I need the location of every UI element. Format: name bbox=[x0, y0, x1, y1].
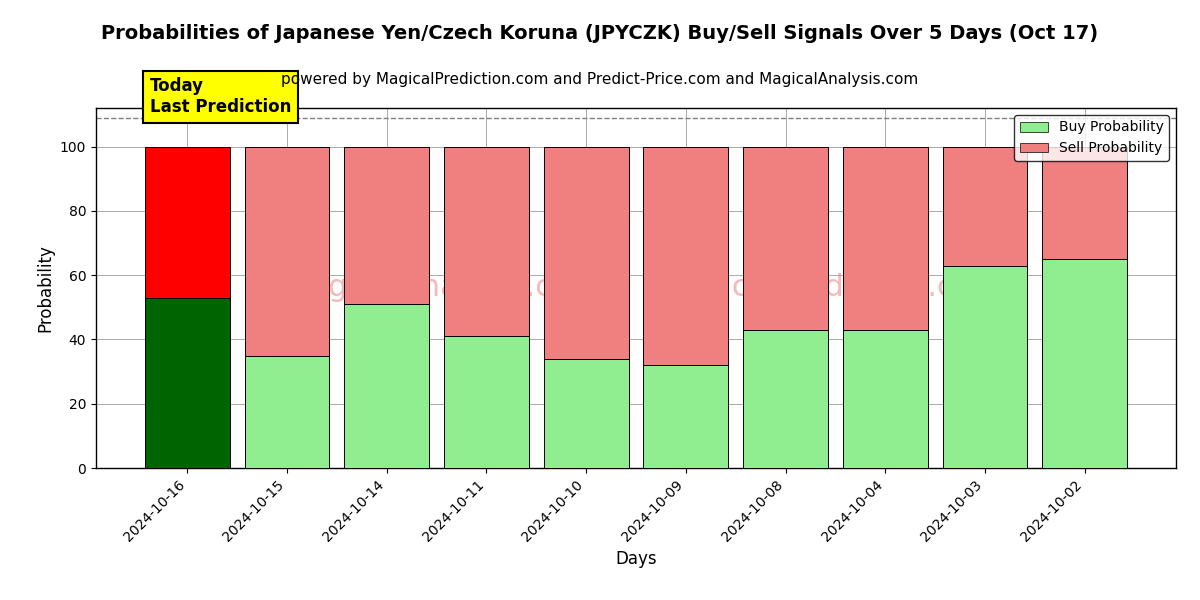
Y-axis label: Probability: Probability bbox=[36, 244, 54, 332]
Bar bbox=[444, 146, 529, 336]
Bar bbox=[842, 146, 928, 330]
Bar bbox=[643, 365, 728, 468]
Bar bbox=[145, 298, 230, 468]
Bar bbox=[743, 146, 828, 330]
Text: powered by MagicalPrediction.com and Predict-Price.com and MagicalAnalysis.com: powered by MagicalPrediction.com and Pre… bbox=[281, 72, 919, 87]
Bar bbox=[743, 330, 828, 468]
Bar bbox=[544, 146, 629, 359]
Bar bbox=[643, 146, 728, 365]
Text: Today
Last Prediction: Today Last Prediction bbox=[150, 77, 292, 116]
X-axis label: Days: Days bbox=[616, 550, 656, 568]
Bar bbox=[942, 265, 1027, 468]
Legend: Buy Probability, Sell Probability: Buy Probability, Sell Probability bbox=[1014, 115, 1169, 161]
Bar bbox=[942, 146, 1027, 265]
Bar bbox=[344, 146, 430, 304]
Bar bbox=[245, 355, 330, 468]
Bar bbox=[544, 359, 629, 468]
Bar bbox=[842, 330, 928, 468]
Bar bbox=[1042, 146, 1127, 259]
Bar bbox=[444, 336, 529, 468]
Text: MagicalAnalysis.com: MagicalAnalysis.com bbox=[283, 274, 600, 302]
Bar bbox=[344, 304, 430, 468]
Text: Probabilities of Japanese Yen/Czech Koruna (JPYCZK) Buy/Sell Signals Over 5 Days: Probabilities of Japanese Yen/Czech Koru… bbox=[102, 24, 1098, 43]
Bar bbox=[1042, 259, 1127, 468]
Bar bbox=[245, 146, 330, 355]
Text: MagicalPrediction.com: MagicalPrediction.com bbox=[659, 274, 1002, 302]
Bar bbox=[145, 146, 230, 298]
